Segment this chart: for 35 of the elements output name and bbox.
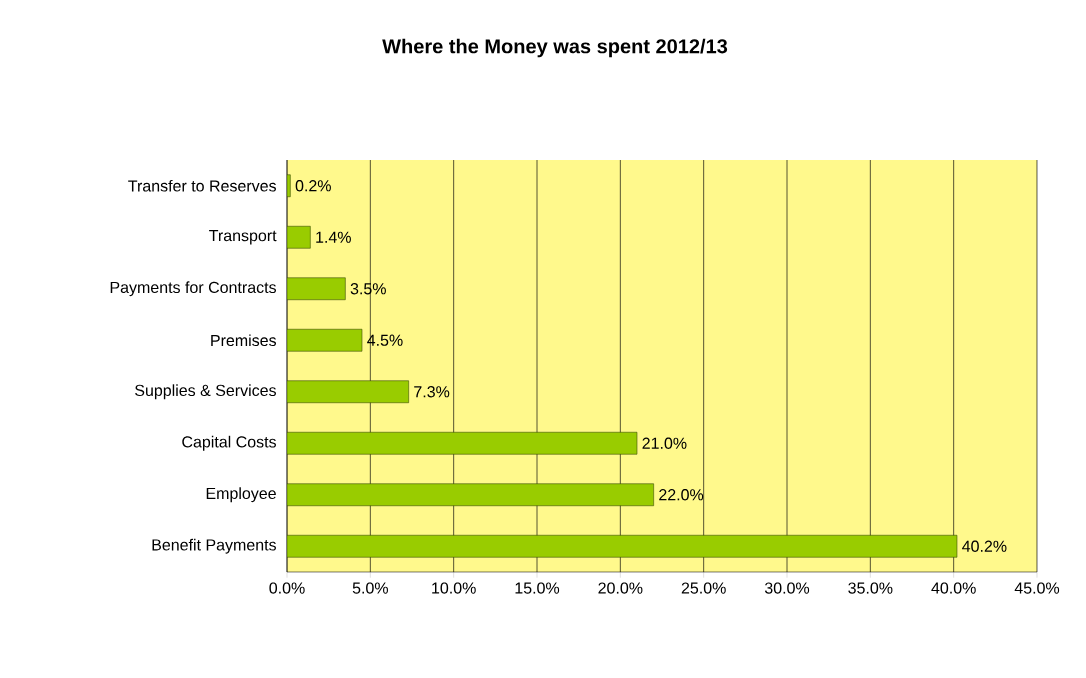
bar xyxy=(287,534,958,558)
x-tick-label: 20.0% xyxy=(598,582,643,594)
bar xyxy=(287,380,409,404)
y-tick-label: Premises xyxy=(211,334,277,347)
x-tick-label: 35.0% xyxy=(848,582,893,594)
x-tick-label: 0.0% xyxy=(269,582,305,594)
bar xyxy=(287,431,638,455)
chart-title: Where the Money was spent 2012/13 xyxy=(382,38,728,58)
data-label: 7.3% xyxy=(414,386,450,398)
y-tick-label: Transfer to Reserves xyxy=(128,179,276,192)
x-tick-label: 25.0% xyxy=(681,582,726,594)
y-tick-label: Supplies & Services xyxy=(135,384,276,400)
bar xyxy=(287,277,346,301)
y-tick-label: Capital Costs xyxy=(182,435,276,451)
data-label: 3.5% xyxy=(350,283,386,295)
data-label: 21.0% xyxy=(642,437,687,449)
x-tick-label: 45.0% xyxy=(1014,582,1060,594)
data-label: 22.0% xyxy=(659,489,704,501)
bar xyxy=(287,174,291,198)
y-tick-label: Employee xyxy=(206,487,276,503)
x-tick-label: 40.0% xyxy=(931,582,976,594)
bar xyxy=(287,483,654,507)
x-tick-label: 5.0% xyxy=(352,582,388,594)
x-tick-label: 30.0% xyxy=(764,582,810,594)
bar xyxy=(287,328,363,352)
y-tick-label: Payments for Contracts xyxy=(110,281,276,297)
x-tick-label: 10.0% xyxy=(432,582,476,594)
data-label: 1.4% xyxy=(316,231,351,243)
data-label: 0.2% xyxy=(295,180,331,192)
data-label: 4.5% xyxy=(367,334,403,346)
data-label: 40.2% xyxy=(962,540,1007,552)
bar xyxy=(287,225,311,249)
x-tick-label: 15.0% xyxy=(515,582,560,594)
y-tick-label: Transport xyxy=(209,230,277,245)
y-tick-label: Benefit Payments xyxy=(152,538,276,554)
